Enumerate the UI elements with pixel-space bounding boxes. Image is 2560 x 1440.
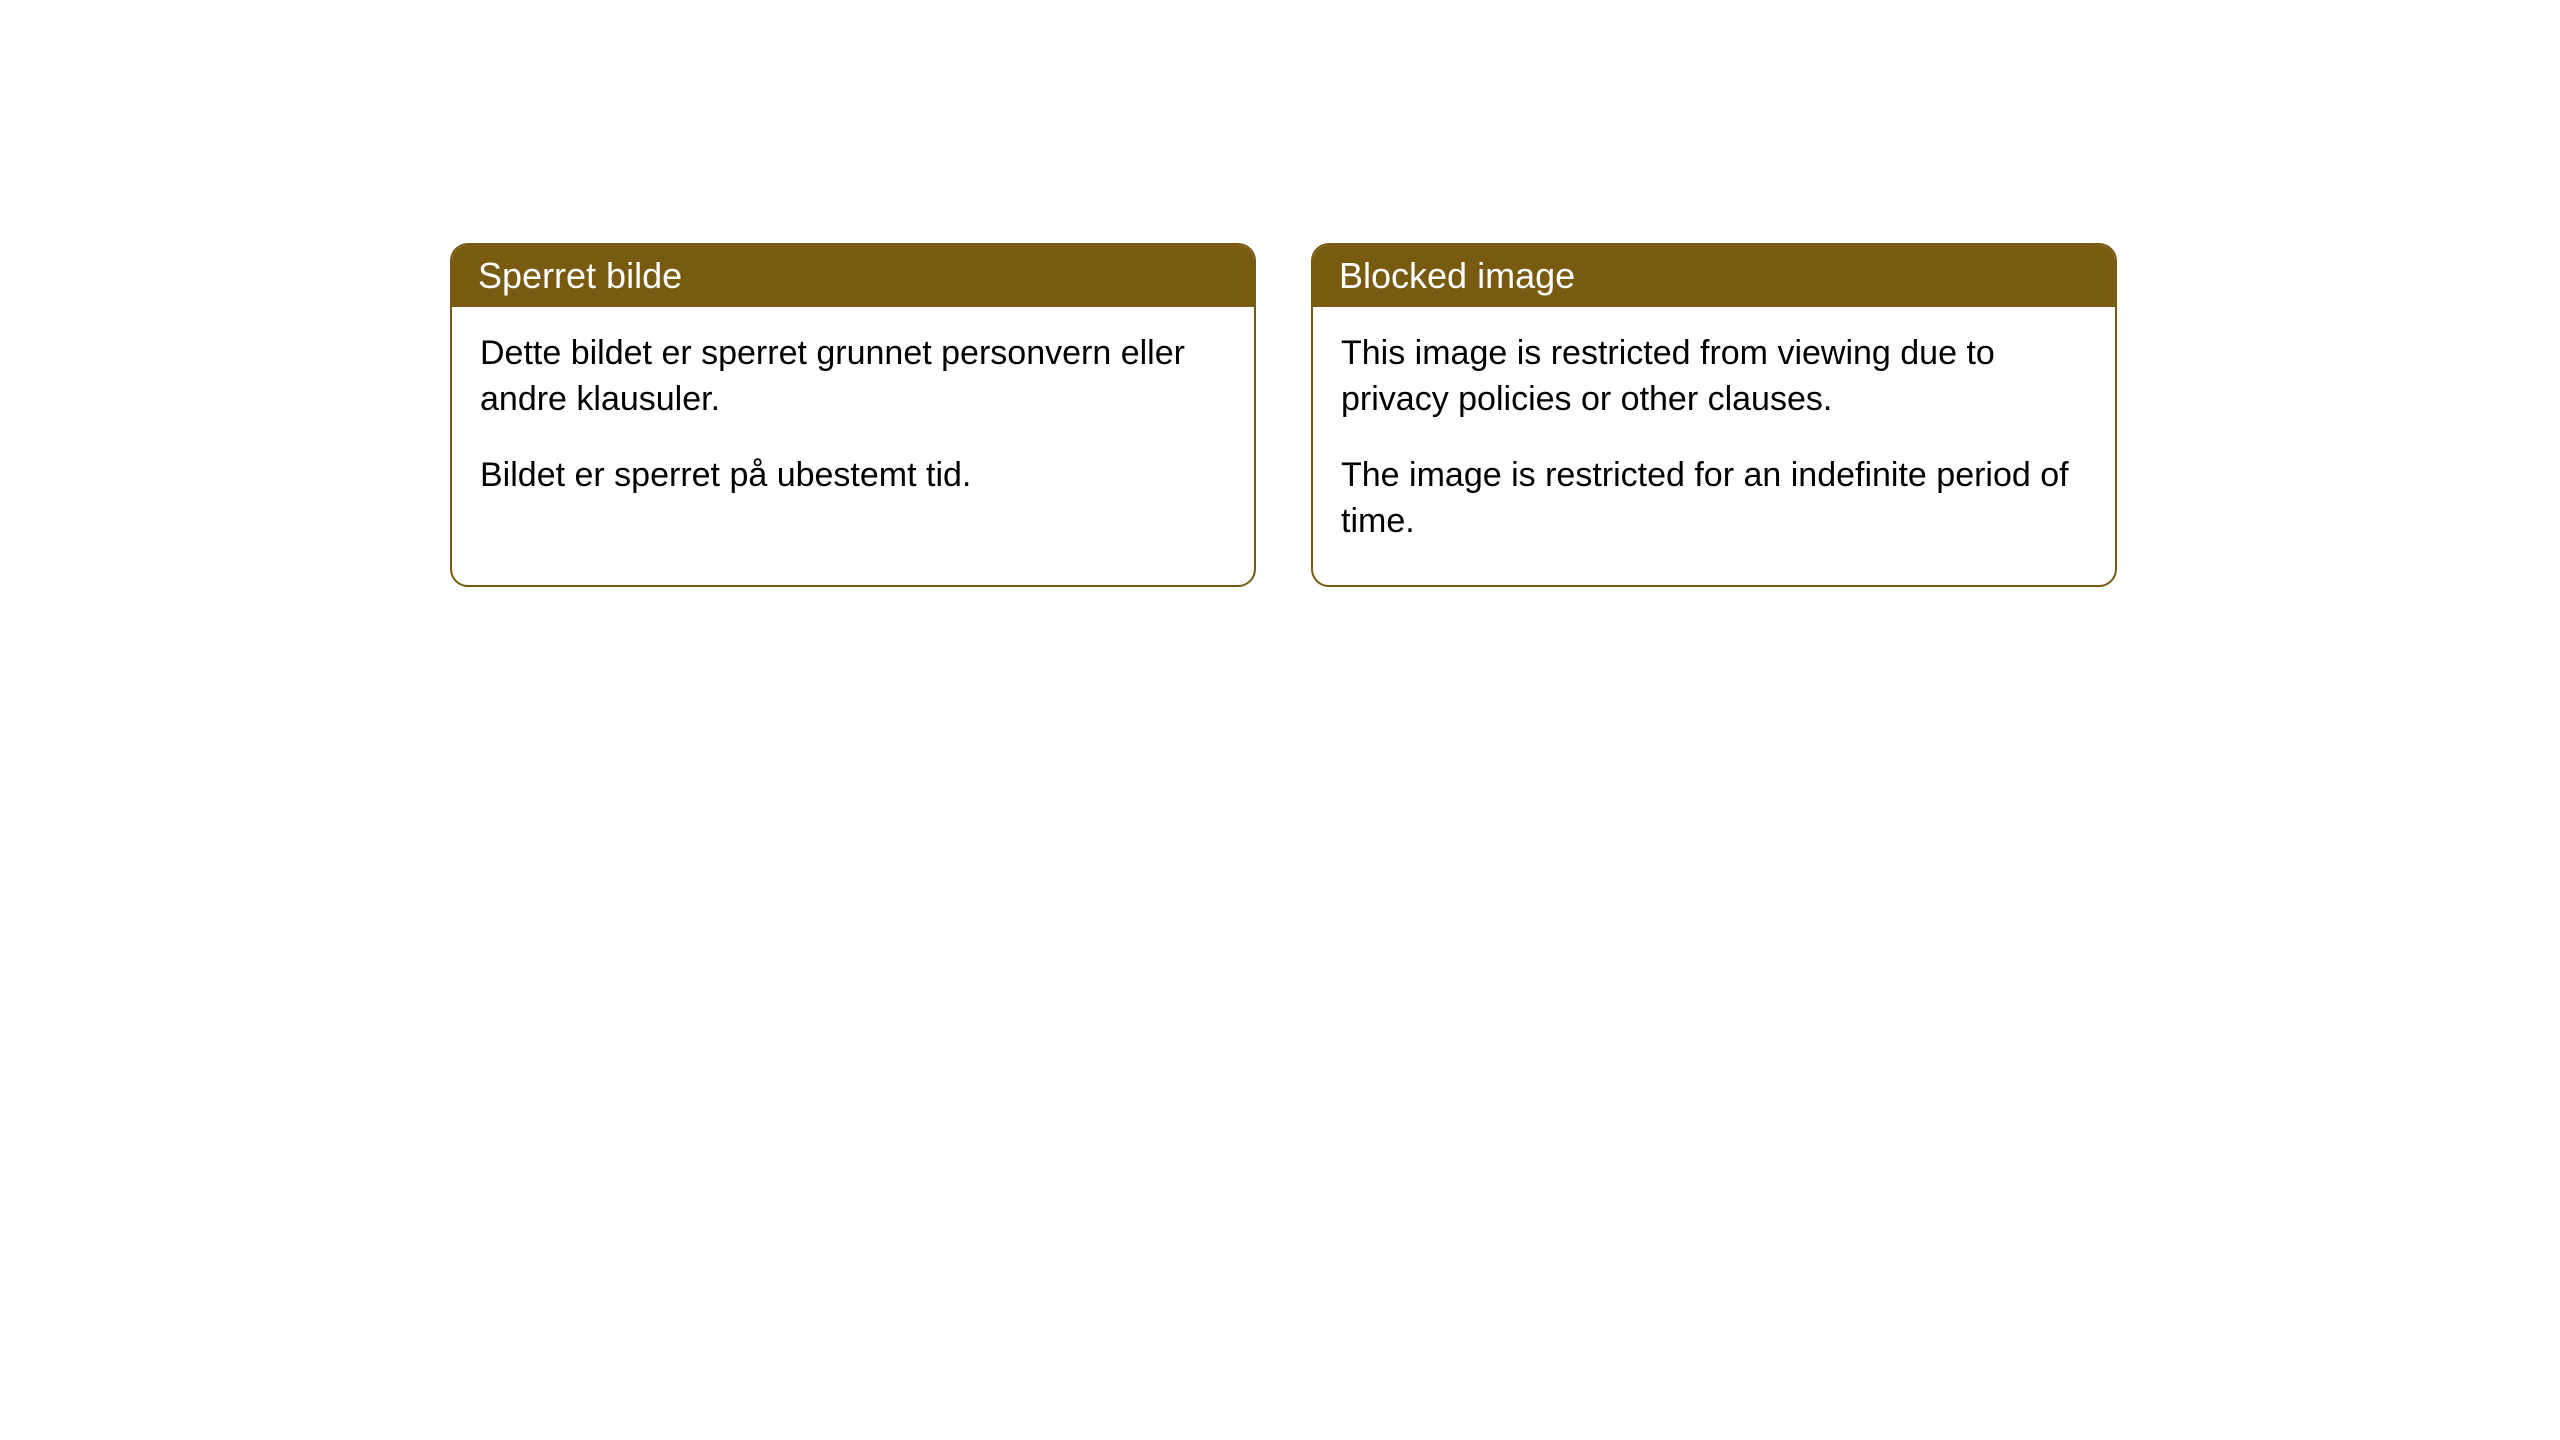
notice-cards-container: Sperret bilde Dette bildet er sperret gr… — [0, 0, 2560, 587]
card-header-english: Blocked image — [1313, 245, 2115, 307]
card-paragraph-2: The image is restricted for an indefinit… — [1341, 453, 2087, 545]
card-paragraph-2: Bildet er sperret på ubestemt tid. — [480, 453, 1226, 499]
card-body-english: This image is restricted from viewing du… — [1313, 307, 2115, 585]
card-paragraph-1: This image is restricted from viewing du… — [1341, 331, 2087, 423]
card-paragraph-1: Dette bildet er sperret grunnet personve… — [480, 331, 1226, 423]
card-header-norwegian: Sperret bilde — [452, 245, 1254, 307]
blocked-image-card-norwegian: Sperret bilde Dette bildet er sperret gr… — [450, 243, 1256, 587]
blocked-image-card-english: Blocked image This image is restricted f… — [1311, 243, 2117, 587]
card-body-norwegian: Dette bildet er sperret grunnet personve… — [452, 307, 1254, 539]
